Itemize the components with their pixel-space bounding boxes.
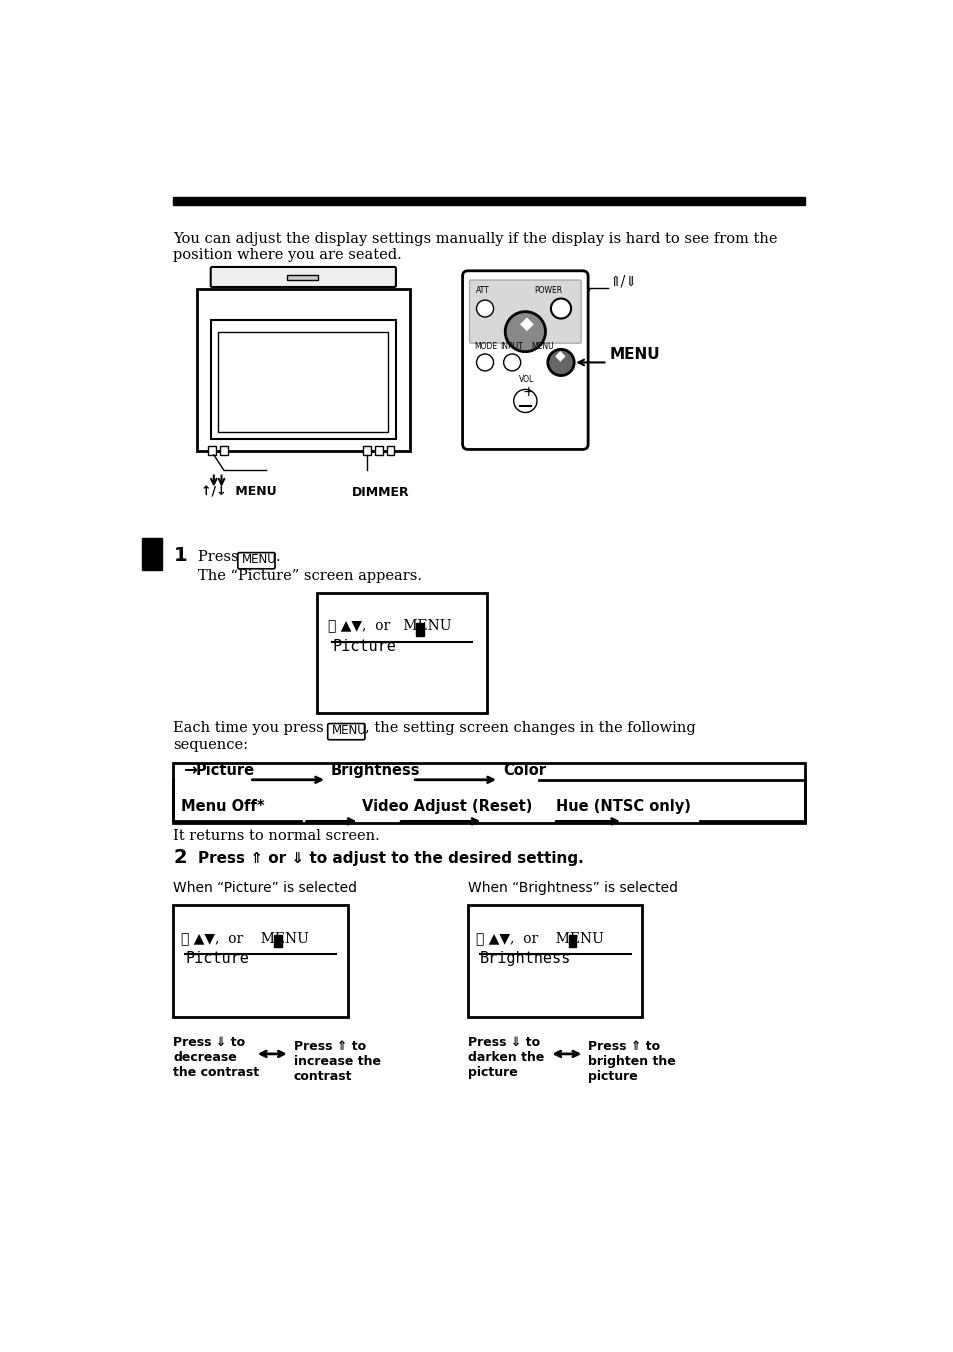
Bar xyxy=(416,623,423,635)
Text: ⇑/⇓: ⇑/⇓ xyxy=(609,274,637,288)
Text: MENU: MENU xyxy=(332,725,366,737)
Text: POWER: POWER xyxy=(534,287,561,295)
Text: VOL: VOL xyxy=(518,376,534,384)
Bar xyxy=(220,446,228,454)
Text: MENU: MENU xyxy=(241,553,276,566)
Text: Press ⇑ to
brighten the
picture: Press ⇑ to brighten the picture xyxy=(587,1040,675,1083)
Text: ◆: ◆ xyxy=(555,349,565,362)
Bar xyxy=(568,934,576,946)
Text: , the setting screen changes in the following: , the setting screen changes in the foll… xyxy=(365,721,695,735)
Bar xyxy=(173,906,348,1017)
Text: Picture: Picture xyxy=(195,763,254,779)
Bar xyxy=(142,538,162,571)
Text: ☝ ▲▼,  or   MENU: ☝ ▲▼, or MENU xyxy=(328,619,452,633)
Bar xyxy=(173,763,804,823)
Text: MENU: MENU xyxy=(531,342,554,350)
Circle shape xyxy=(503,354,520,370)
Bar xyxy=(386,446,394,454)
Text: →: → xyxy=(183,761,196,779)
Bar xyxy=(316,594,487,713)
Text: Brightness: Brightness xyxy=(479,950,570,967)
Bar xyxy=(196,289,410,452)
Text: +: + xyxy=(521,385,534,399)
FancyBboxPatch shape xyxy=(328,723,365,740)
Circle shape xyxy=(505,311,545,352)
Text: When “Picture” is selected: When “Picture” is selected xyxy=(173,882,357,895)
Text: When “Brightness” is selected: When “Brightness” is selected xyxy=(468,882,678,895)
Text: Press: Press xyxy=(198,550,243,564)
FancyBboxPatch shape xyxy=(211,266,395,287)
Circle shape xyxy=(476,300,493,316)
Text: sequence:: sequence: xyxy=(173,738,248,752)
Text: ☝ ▲▼,  or    MENU: ☝ ▲▼, or MENU xyxy=(476,932,603,945)
Text: Press ⇓ to
decrease
the contrast: Press ⇓ to decrease the contrast xyxy=(173,1036,259,1079)
Text: Color: Color xyxy=(502,763,545,779)
Text: ↑/↓  MENU: ↑/↓ MENU xyxy=(200,485,276,499)
Text: ◆: ◆ xyxy=(519,315,534,333)
Bar xyxy=(211,320,395,439)
Bar xyxy=(208,446,216,454)
Text: You can adjust the display settings manually if the display is hard to see from : You can adjust the display settings manu… xyxy=(173,231,778,262)
Circle shape xyxy=(547,349,574,376)
Bar xyxy=(173,197,804,204)
Circle shape xyxy=(550,299,571,319)
Text: It returns to normal screen.: It returns to normal screen. xyxy=(173,829,380,842)
Text: INPUT: INPUT xyxy=(500,342,523,350)
Text: .: . xyxy=(275,550,280,564)
Text: Menu Off*: Menu Off* xyxy=(181,799,265,814)
Text: Video Adjust (Reset): Video Adjust (Reset) xyxy=(361,799,532,814)
Text: Press ⇓ to
darken the
picture: Press ⇓ to darken the picture xyxy=(468,1036,544,1079)
Text: Hue (NTSC only): Hue (NTSC only) xyxy=(556,799,691,814)
Text: 1: 1 xyxy=(173,546,187,565)
Text: MODE: MODE xyxy=(474,342,497,350)
Text: Picture: Picture xyxy=(332,639,395,654)
Text: Each time you press: Each time you press xyxy=(173,721,329,735)
Bar xyxy=(287,276,318,280)
Circle shape xyxy=(513,389,537,412)
Bar xyxy=(468,906,641,1017)
FancyBboxPatch shape xyxy=(462,270,587,449)
Text: ATT: ATT xyxy=(476,287,489,295)
Text: Brightness: Brightness xyxy=(331,763,420,779)
Bar xyxy=(274,934,282,946)
Text: ☝ ▲▼,  or    MENU: ☝ ▲▼, or MENU xyxy=(181,932,309,945)
Text: Press ⇑ to
increase the
contrast: Press ⇑ to increase the contrast xyxy=(294,1040,380,1083)
Text: MENU: MENU xyxy=(609,347,659,362)
Text: The “Picture” screen appears.: The “Picture” screen appears. xyxy=(198,569,422,583)
Text: 2: 2 xyxy=(173,848,187,867)
Bar xyxy=(363,446,371,454)
Circle shape xyxy=(476,354,493,370)
Bar xyxy=(218,331,388,431)
Text: Press ⇑ or ⇓ to adjust to the desired setting.: Press ⇑ or ⇓ to adjust to the desired se… xyxy=(198,850,583,865)
Text: Picture: Picture xyxy=(185,950,249,967)
FancyBboxPatch shape xyxy=(237,553,274,569)
Bar xyxy=(375,446,382,454)
FancyBboxPatch shape xyxy=(469,280,580,343)
Text: DIMMER: DIMMER xyxy=(352,485,409,499)
